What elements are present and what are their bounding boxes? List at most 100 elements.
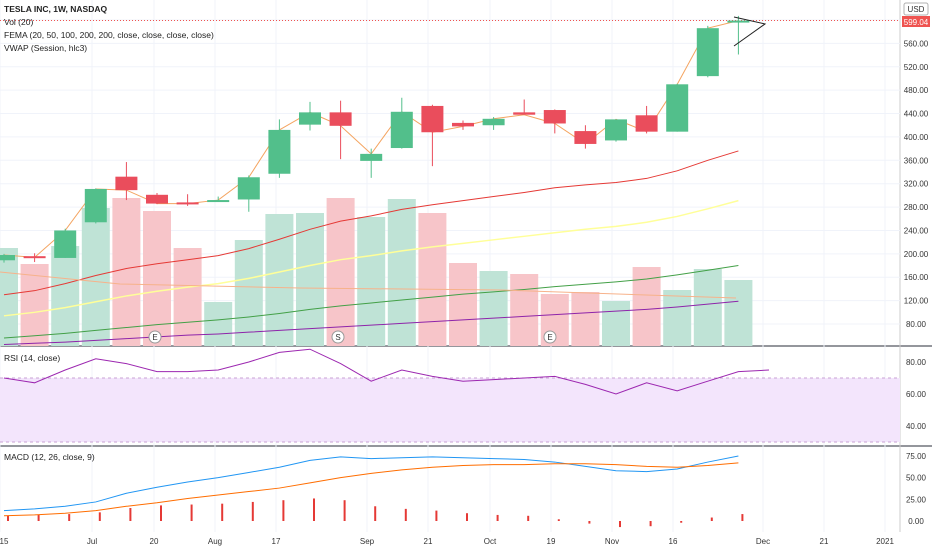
projection-arrow-icon[interactable]: [733, 16, 767, 47]
price-tick-label: 440.00: [904, 110, 929, 119]
macd-tick-label: 75.00: [906, 452, 927, 461]
volume-bar: [479, 271, 508, 346]
ema-line-3: [3, 265, 739, 339]
time-tick-label: Dec: [756, 537, 770, 546]
volume-bar: [602, 301, 630, 346]
volume-bar: [20, 264, 49, 346]
currency-badge[interactable]: [903, 2, 929, 16]
time-tick-label: Oct: [484, 537, 497, 546]
price-tick-label: 360.00: [904, 156, 929, 165]
rsi-tick-label: 40.00: [906, 422, 927, 431]
event-marker-icon[interactable]: [148, 330, 162, 344]
macd-tick-label: 50.00: [906, 474, 927, 483]
time-tick-label: Aug: [208, 537, 222, 546]
volume-bar: [418, 213, 447, 346]
price-tick-label: 320.00: [904, 180, 929, 189]
vol-legend[interactable]: Vol (20): [4, 17, 33, 27]
candle-body[interactable]: [727, 20, 750, 23]
time-tick-label: 20: [150, 537, 159, 546]
candle-body[interactable]: [207, 200, 230, 203]
time-tick-label: Sep: [360, 537, 375, 546]
candle-body[interactable]: [23, 256, 46, 259]
candle-body[interactable]: [360, 153, 383, 161]
time-axis[interactable]: 15 Jul 20 Aug 17 Sep 21 Oct 19 Nov 16 Dec 21 2021: [0, 537, 894, 546]
candle-body[interactable]: [696, 28, 719, 77]
price-tick-label: 560.00: [904, 39, 929, 48]
candle-body[interactable]: [329, 112, 352, 126]
candle-body[interactable]: [0, 255, 15, 261]
volume-bar: [81, 208, 110, 346]
candle-body[interactable]: [513, 112, 536, 115]
price-tick-label: 120.00: [904, 297, 929, 306]
event-marker-letter: S: [335, 333, 340, 342]
event-marker-icon[interactable]: [331, 330, 345, 344]
rsi-tick-label: 60.00: [906, 390, 927, 399]
macd-tick-label: 25.00: [906, 495, 927, 504]
ema-line-1: [3, 150, 739, 296]
candles[interactable]: [0, 15, 750, 263]
macd-legend[interactable]: MACD (12, 26, close, 9): [4, 452, 95, 462]
volume-bar: [449, 263, 477, 346]
candle-body[interactable]: [176, 202, 199, 205]
candle-body[interactable]: [146, 194, 168, 204]
candle-body[interactable]: [421, 105, 444, 133]
candle-body[interactable]: [574, 131, 597, 144]
fema-legend[interactable]: FEMA (20, 50, 100, 200, 200, close, clos…: [4, 30, 214, 40]
event-marker-icon[interactable]: [543, 330, 557, 344]
volume-bars: [0, 198, 753, 346]
volume-bar: [51, 246, 80, 346]
volume-bar: [387, 199, 416, 346]
candle-body[interactable]: [115, 176, 138, 191]
macd-line: [3, 455, 739, 512]
price-tick-label: 480.00: [904, 86, 929, 95]
price-tick-label: 200.00: [904, 250, 929, 259]
time-tick-label: 2021: [876, 537, 894, 546]
volume-bar: [173, 248, 202, 346]
signal-line: [3, 462, 739, 517]
volume-bar: [663, 290, 692, 346]
candle-body[interactable]: [84, 188, 107, 223]
price-tick-label: 400.00: [904, 133, 929, 142]
volume-bar: [571, 292, 600, 346]
candle-body[interactable]: [237, 177, 260, 200]
candle-body[interactable]: [666, 84, 689, 132]
candle-body[interactable]: [452, 122, 474, 127]
time-tick-label: 17: [272, 537, 281, 546]
time-tick-label: Jul: [87, 537, 97, 546]
price-tick-label: 80.00: [906, 320, 927, 329]
event-marker-letter: E: [547, 333, 552, 342]
volume-bar: [234, 240, 263, 346]
time-tick-label: Nov: [605, 537, 619, 546]
macd-lines: [3, 455, 744, 528]
candle-body[interactable]: [605, 119, 627, 141]
currency-label: USD: [908, 5, 925, 14]
rsi-line: [3, 348, 770, 395]
price-tick-label: 160.00: [904, 273, 929, 282]
rsi-shaded-band: [0, 378, 900, 442]
candle-body[interactable]: [299, 112, 321, 125]
volume-bar: [724, 280, 753, 346]
volume-bar: [326, 198, 355, 346]
candle-body[interactable]: [543, 110, 566, 124]
volume-bar: [296, 213, 324, 346]
time-tick-label: 21: [424, 537, 433, 546]
candle-body[interactable]: [268, 129, 291, 174]
candle-body[interactable]: [390, 111, 413, 149]
fema-200-line: [0, 271, 737, 299]
ema-line-2: [3, 199, 739, 317]
volume-bar: [204, 302, 233, 346]
vwap-legend[interactable]: VWAP (Session, hlc3): [4, 43, 87, 53]
volume-bar: [265, 214, 294, 346]
candle-body[interactable]: [482, 118, 505, 126]
event-marker-letter: E: [152, 333, 157, 342]
volume-bar: [510, 274, 539, 346]
volume-bar: [357, 217, 386, 346]
price-tick-label: 240.00: [904, 226, 929, 235]
candle-body[interactable]: [635, 115, 658, 132]
price-axis[interactable]: 80.00 120.00 160.00 200.00 240.00 280.00 320.0…: [904, 39, 929, 526]
candle-body[interactable]: [54, 230, 77, 258]
rsi-legend[interactable]: RSI (14, close): [4, 353, 60, 363]
